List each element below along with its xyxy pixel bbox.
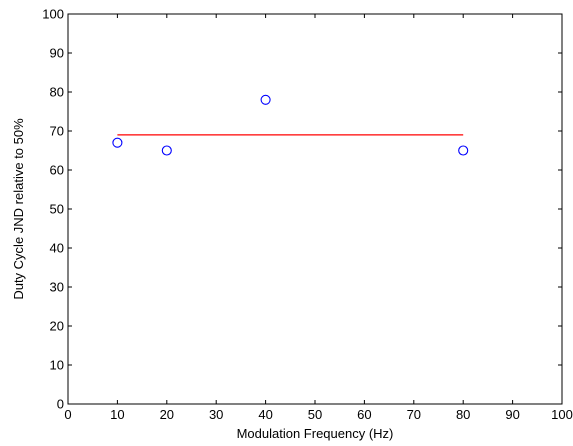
x-tick-label: 70 bbox=[407, 407, 421, 422]
x-tick-label: 90 bbox=[505, 407, 519, 422]
x-tick-labels: 0 10 20 30 40 50 60 70 80 90 100 bbox=[64, 407, 572, 422]
y-tick-label: 30 bbox=[50, 280, 64, 295]
x-tick-label: 10 bbox=[110, 407, 124, 422]
y-tick-label: 60 bbox=[50, 163, 64, 178]
data-point bbox=[161, 145, 172, 156]
y-tick-labels: 0 10 20 30 40 50 60 70 80 90 100 bbox=[42, 7, 64, 412]
data-point bbox=[260, 94, 271, 105]
axis-ticks bbox=[67, 13, 563, 405]
y-tick-label: 40 bbox=[50, 241, 64, 256]
y-tick-label: 10 bbox=[50, 358, 64, 373]
y-tick-label: 50 bbox=[50, 202, 64, 217]
plot-area bbox=[67, 13, 563, 405]
x-tick-label: 40 bbox=[258, 407, 272, 422]
x-tick-label: 80 bbox=[456, 407, 470, 422]
x-tick-label: 60 bbox=[357, 407, 371, 422]
x-tick-label: 50 bbox=[308, 407, 322, 422]
y-tick-label: 90 bbox=[50, 46, 64, 61]
y-tick-label: 70 bbox=[50, 124, 64, 139]
x-tick-label: 20 bbox=[160, 407, 174, 422]
x-axis-label: Modulation Frequency (Hz) bbox=[237, 426, 394, 441]
x-tick-label: 0 bbox=[64, 407, 71, 422]
data-series bbox=[112, 94, 469, 156]
y-tick-label: 20 bbox=[50, 319, 64, 334]
y-tick-label: 100 bbox=[42, 7, 64, 22]
x-tick-label: 30 bbox=[209, 407, 223, 422]
y-tick-label: 80 bbox=[50, 85, 64, 100]
data-point bbox=[112, 137, 123, 148]
x-tick-label: 100 bbox=[551, 407, 573, 422]
y-tick-label: 0 bbox=[57, 397, 64, 412]
data-point bbox=[458, 145, 469, 156]
y-axis-label: Duty Cycle JND relative to 50% bbox=[11, 118, 26, 300]
